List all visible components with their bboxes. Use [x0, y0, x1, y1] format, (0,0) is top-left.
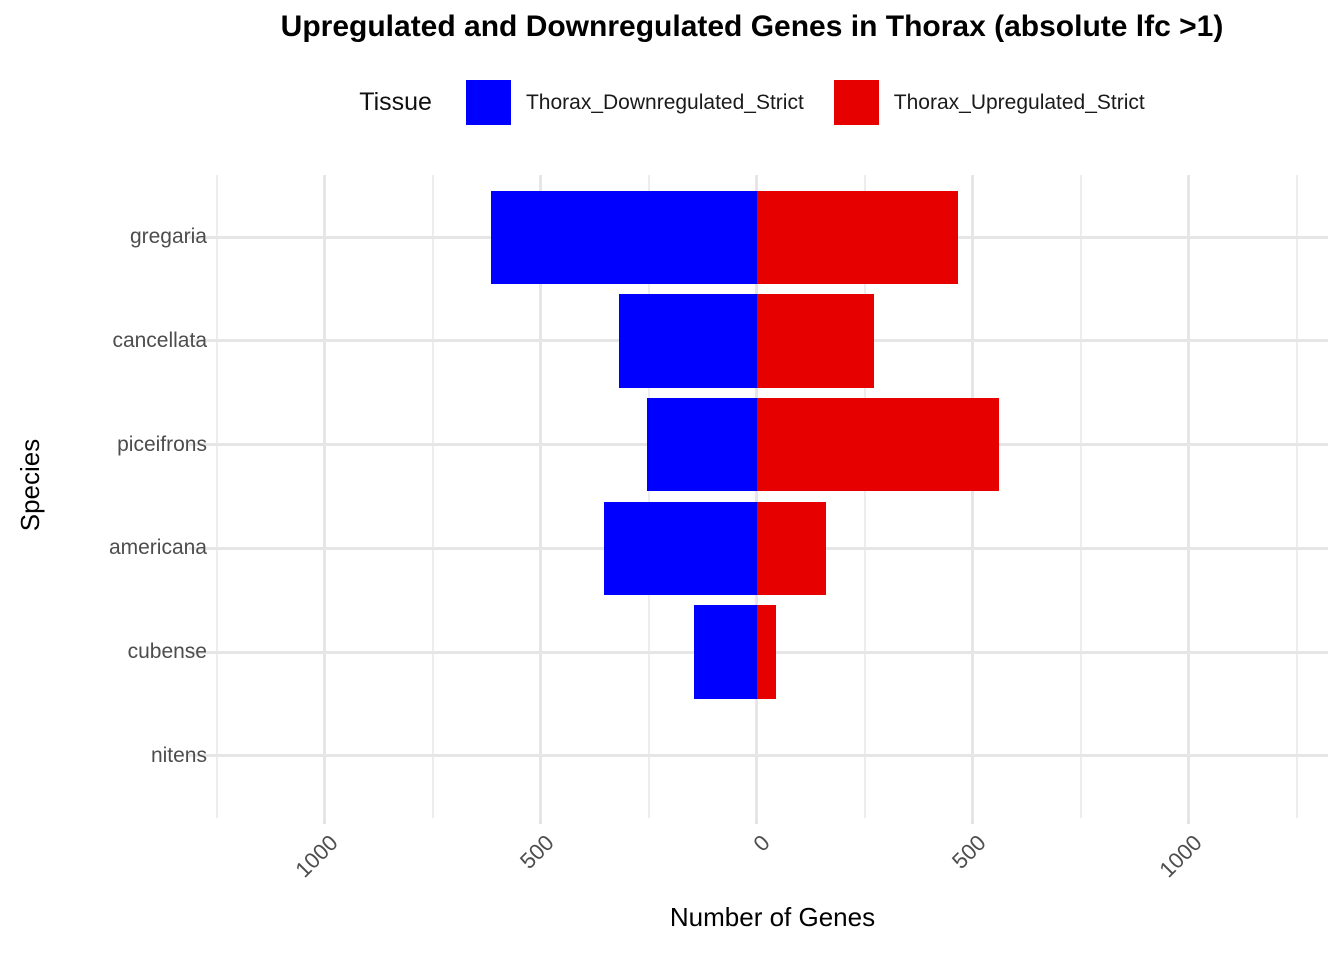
legend-label-downregulated: Thorax_Downregulated_Strict: [525, 90, 804, 114]
y-tick-label-nitens: nitens: [150, 743, 207, 767]
x-tick: [539, 818, 543, 824]
major-gridline: [971, 175, 975, 818]
legend-title: Tissue: [359, 88, 432, 116]
minor-gridline: [863, 175, 866, 818]
x-tick: [1187, 818, 1191, 824]
bar-upregulated-cancellata: [756, 294, 874, 388]
legend: Tissue Thorax_Downregulated_Strict Thora…: [160, 80, 1344, 125]
bar-downregulated-cubense: [694, 605, 757, 699]
y-tick-label-cubense: cubense: [127, 640, 207, 664]
bar-downregulated-cancellata: [618, 294, 757, 388]
x-tick: [755, 818, 759, 824]
bar-upregulated-piceifrons: [756, 397, 999, 492]
x-tick: [971, 818, 975, 824]
x-axis-title: Number of Genes: [669, 902, 876, 932]
bar-upregulated-cubense: [756, 605, 777, 699]
y-tick-label-gregaria: gregaria: [129, 225, 207, 249]
row-gridline: [189, 754, 1328, 758]
legend-item-downregulated: Thorax_Downregulated_Strict: [465, 80, 804, 125]
bar-downregulated-piceifrons: [646, 397, 757, 492]
bar-downregulated-gregaria: [491, 190, 757, 284]
major-gridline: [755, 175, 759, 818]
y-axis-title: Species: [15, 438, 45, 532]
major-gridline: [539, 175, 543, 818]
bar-upregulated-americana: [756, 501, 827, 595]
major-gridline: [323, 175, 327, 818]
legend-item-upregulated: Thorax_Upregulated_Strict: [833, 80, 1145, 125]
bar-downregulated-americana: [603, 501, 757, 595]
y-tick-label-piceifrons: piceifrons: [117, 432, 207, 456]
y-tick-label-cancellata: cancellata: [112, 328, 207, 352]
y-tick-label-americana: americana: [108, 536, 207, 560]
title-row: Upregulated and Downregulated Genes in T…: [160, 10, 1344, 44]
minor-gridline: [431, 175, 434, 818]
legend-label-upregulated: Thorax_Upregulated_Strict: [893, 90, 1145, 114]
minor-gridline: [1295, 175, 1298, 818]
minor-gridline: [1079, 175, 1082, 818]
major-gridline: [1187, 175, 1191, 818]
x-tick: [323, 818, 327, 824]
minor-gridline: [216, 175, 218, 818]
legend-swatch-upregulated-icon: [833, 80, 879, 125]
chart-title: Upregulated and Downregulated Genes in T…: [280, 10, 1224, 43]
bar-upregulated-gregaria: [756, 190, 958, 284]
legend-swatch-downregulated-icon: [465, 80, 511, 125]
minor-gridline: [647, 175, 650, 818]
